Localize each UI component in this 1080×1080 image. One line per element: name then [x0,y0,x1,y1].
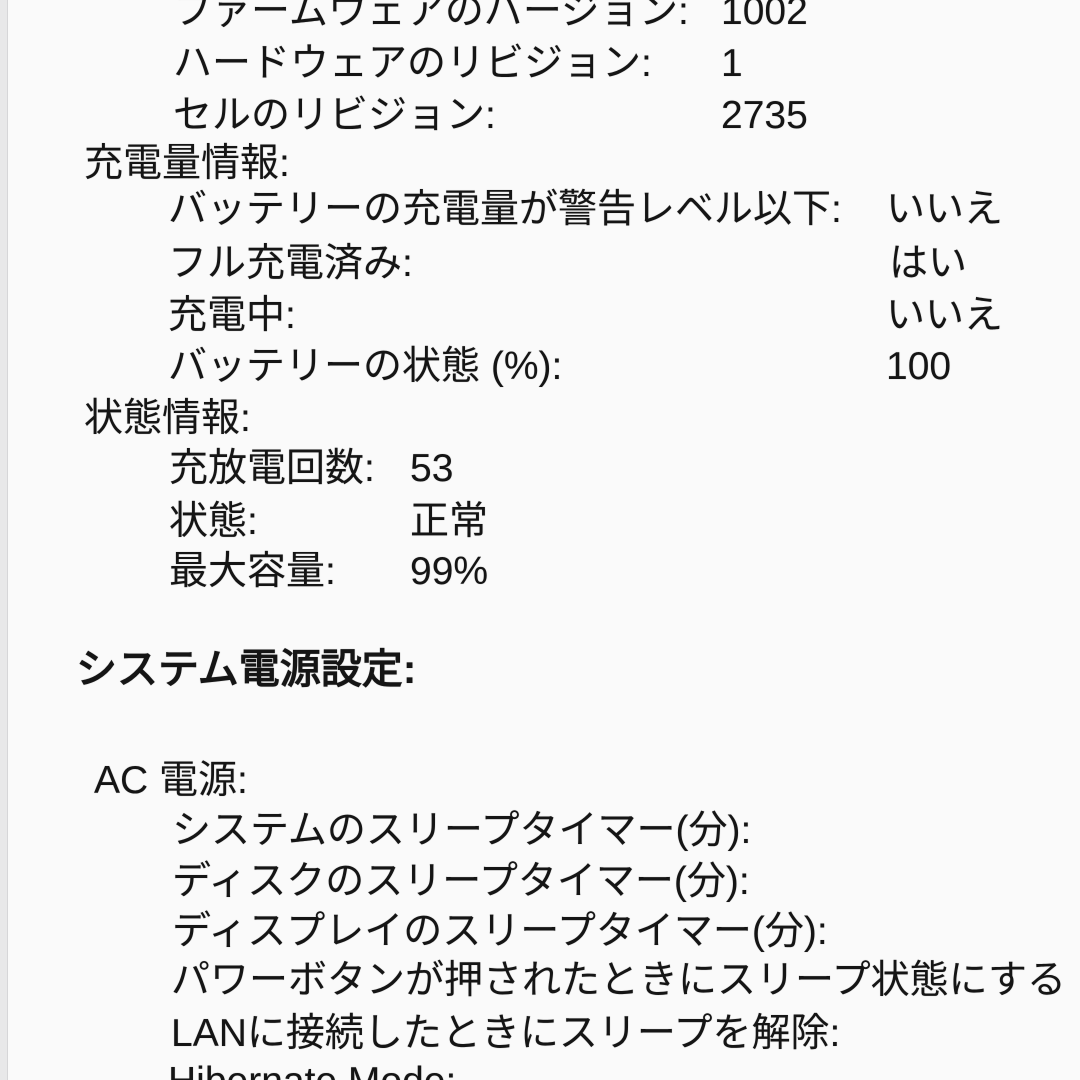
row-cell-revision: セルのリビジョン: 2735 [0,92,1080,142]
row-value: 100 [886,345,952,388]
row-value: いいえ [886,294,1004,337]
health-info-header: 状態情報: [0,395,1080,445]
row-label: 充電中: [168,294,296,337]
row-label: Hibernate Mode: [168,1058,456,1080]
row-display-sleep-timer: ディスプレイのスリープタイマー(分): [0,908,1080,958]
row-value: 1002 [721,0,808,33]
row-value: 2735 [721,94,808,137]
row-fully-charged: フル充電済み: はい [0,240,1080,290]
row-value: はい [889,242,968,285]
row-label: ディスクのスリープタイマー(分): [172,860,750,903]
row-value: 53 [410,447,454,490]
row-label: 状態: [169,500,258,543]
row-state-of-charge: バッテリーの状態 (%): 100 [0,343,1080,393]
row-wake-on-lan: LANに接続したときにスリープを解除: [0,1010,1080,1060]
row-label: ファームウェアのバージョン: [173,0,689,33]
row-label: 充放電回数: [169,447,375,490]
row-hardware-revision: ハードウェアのリビジョン: 1 [0,40,1080,90]
row-label: パワーボタンが押されたときにスリープ状態にする [171,959,1067,1002]
row-value: 1 [721,42,743,85]
row-label: LANに接続したときにスリープを解除: [171,1012,841,1055]
row-firmware-version: ファームウェアのバージョン: 1002 [0,0,1080,38]
row-label: バッテリーの充電量が警告レベル以下: [168,188,842,231]
row-label: ハードウェアのリビジョン: [173,42,652,85]
row-label: セルのリビジョン: [173,94,496,137]
ac-power-header: AC 電源: [0,757,1080,807]
group-header-label: 充電量情報: [84,142,290,185]
row-sleep-on-power-button: パワーボタンが押されたときにスリープ状態にする [0,957,1080,1007]
row-value: 正常 [410,500,489,543]
row-cycle-count: 充放電回数: 53 [0,445,1080,495]
group-header-label: 状態情報: [84,397,251,440]
row-charging: 充電中: いいえ [0,292,1080,342]
row-value: いいえ [886,188,1004,231]
row-system-sleep-timer: システムのスリープタイマー(分): [0,807,1080,857]
row-maximum-capacity: 最大容量: 99% [0,548,1080,598]
row-label: 最大容量: [169,550,336,593]
system-power-settings-header: システム電源設定: [0,645,1080,695]
section-title-label: システム電源設定: [76,646,417,692]
row-charge-below-warning: バッテリーの充電量が警告レベル以下: いいえ [0,186,1080,236]
charge-info-header: 充電量情報: [0,140,1080,190]
group-header-label: AC 電源: [94,759,248,802]
row-label: フル充電済み: [168,242,413,285]
row-label: バッテリーの状態 (%): [168,345,563,388]
row-condition: 状態: 正常 [0,498,1080,548]
screen-edge-strip [0,0,8,1080]
row-label: システムのスリープタイマー(分): [172,809,752,852]
row-disk-sleep-timer: ディスクのスリープタイマー(分): [0,858,1080,908]
row-label: ディスプレイのスリープタイマー(分): [172,910,828,953]
row-hibernate-mode: Hibernate Mode: [0,1058,1080,1080]
row-value: 99% [410,550,489,593]
